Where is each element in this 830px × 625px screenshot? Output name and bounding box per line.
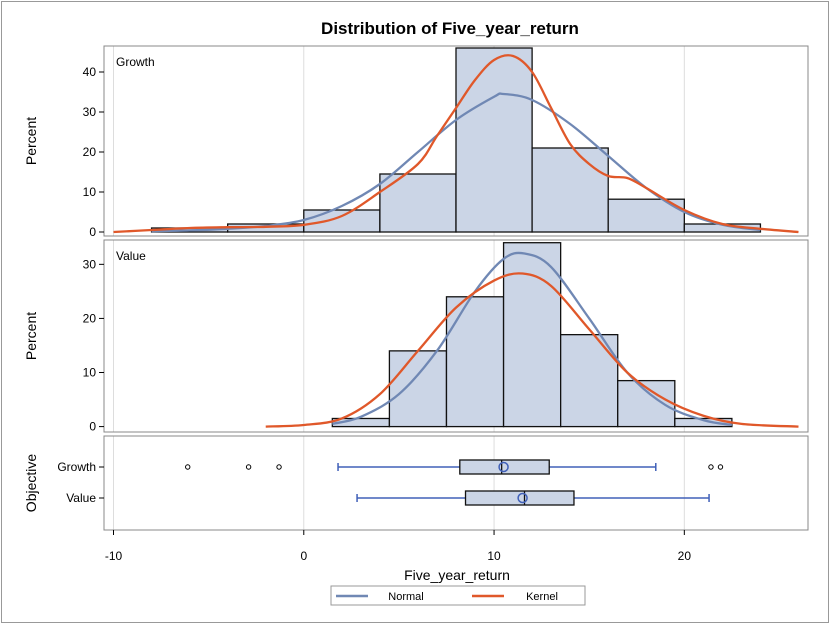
outlier-point-growth [276,464,282,470]
box-growth [459,459,550,475]
kernel-curve-growth [113,54,799,234]
y-tick-label: 30 [83,105,97,119]
histogram-bar-growth-4 [455,47,533,233]
y-tick-label: 0 [89,420,96,434]
outlier-point-growth [185,464,191,470]
y-axis-label: Percent [23,117,39,165]
kernel-curve-value [265,272,799,428]
x-tick-label: 20 [678,549,692,563]
outlier-point-growth [717,464,724,470]
histogram-bar-value-1 [388,350,448,428]
histogram-bar-value-3 [502,242,562,428]
y-axis-label: Objective [23,454,39,513]
outlier-point-growth [708,464,714,470]
y-tick-label: 40 [83,65,97,79]
histogram-bar-value-4 [559,333,619,428]
chart-title: Distribution of Five_year_return [321,19,579,38]
histogram-bar-growth-5 [531,147,609,233]
mean-marker-growth [498,461,509,473]
y-axis-label: Percent [23,312,39,360]
panel-label-growth: Growth [116,55,155,69]
y-tick-label: 0 [89,225,96,239]
histogram-bar-growth-3 [379,173,457,233]
y-tick-label: 20 [83,311,97,325]
panel-frame-value [103,239,809,433]
panel-frame-growth [103,45,809,237]
panel-label-value: Value [116,249,146,263]
x-tick-label: 0 [300,549,307,563]
y-tick-label: 10 [83,185,97,199]
y-tick-label: 20 [83,145,97,159]
mean-marker-value [517,492,528,504]
normal-curve-value [332,251,733,427]
panel-frame-boxplot [103,435,809,531]
x-tick-label: -10 [105,549,123,563]
legend-entry-normal: Normal [388,591,423,603]
outlier-point-growth [245,464,252,470]
y-tick-label: 10 [83,366,97,380]
x-tick-label: 10 [487,549,501,563]
histogram-bar-growth-2 [303,209,381,233]
category-label-growth: Growth [57,460,96,474]
legend-box [330,585,586,606]
legend-entry-kernel: Kernel [526,591,558,603]
x-axis-label: Five_year_return [404,567,510,583]
category-label-value: Value [66,491,96,505]
histogram-bar-value-2 [445,296,505,428]
y-tick-label: 30 [83,257,97,271]
box-value [464,490,575,506]
